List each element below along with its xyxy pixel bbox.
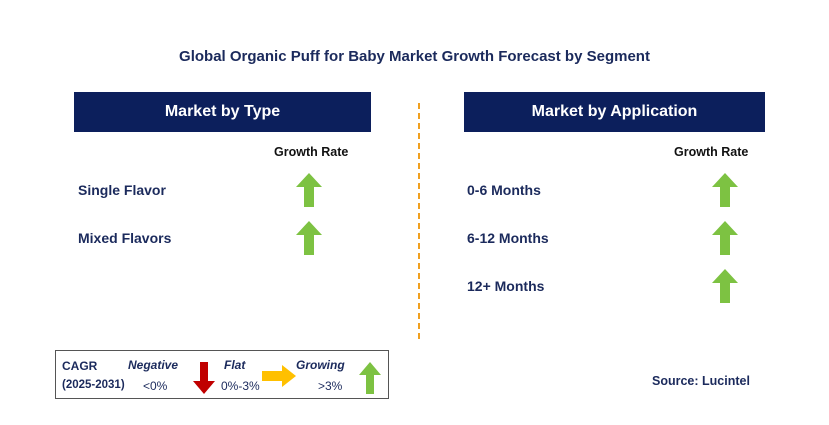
type-row-label-mixed-flavors: Mixed Flavors: [78, 230, 172, 246]
application-row-label-0-6-months: 0-6 Months: [467, 182, 541, 198]
legend-growing-range: >3%: [318, 379, 343, 393]
legend-flat-range: 0%-3%: [221, 379, 260, 393]
application-row-label-6-12-months: 6-12 Months: [467, 230, 549, 246]
application-panel-header: Market by Application: [464, 92, 765, 132]
up-arrow-icon: [712, 221, 738, 255]
cagr-legend: CAGR (2025-2031) Negative <0% Flat 0%-3%…: [55, 350, 389, 399]
down-arrow-icon: [193, 362, 215, 394]
up-arrow-icon: [296, 173, 322, 207]
page-title: Global Organic Puff for Baby Market Grow…: [179, 48, 650, 65]
legend-cagr-label: CAGR: [62, 359, 98, 373]
legend-growing-label: Growing: [296, 358, 345, 372]
type-growth-rate-label: Growth Rate: [274, 145, 349, 159]
legend-flat-label: Flat: [224, 358, 246, 372]
legend-negative-range: <0%: [143, 379, 168, 393]
right-arrow-icon: [262, 365, 296, 387]
type-panel-header: Market by Type: [74, 92, 371, 132]
application-growth-rate-label: Growth Rate: [674, 145, 749, 159]
legend-period: (2025-2031): [62, 379, 125, 391]
up-arrow-icon: [296, 221, 322, 255]
source-label: Source: Lucintel: [652, 374, 750, 388]
type-row-label-single-flavor: Single Flavor: [78, 182, 166, 198]
legend-negative-label: Negative: [128, 358, 179, 372]
panel-divider: [418, 103, 420, 339]
up-arrow-icon: [712, 269, 738, 303]
up-arrow-icon: [359, 362, 381, 394]
application-row-label-12-plus-months: 12+ Months: [467, 278, 545, 294]
up-arrow-icon: [712, 173, 738, 207]
